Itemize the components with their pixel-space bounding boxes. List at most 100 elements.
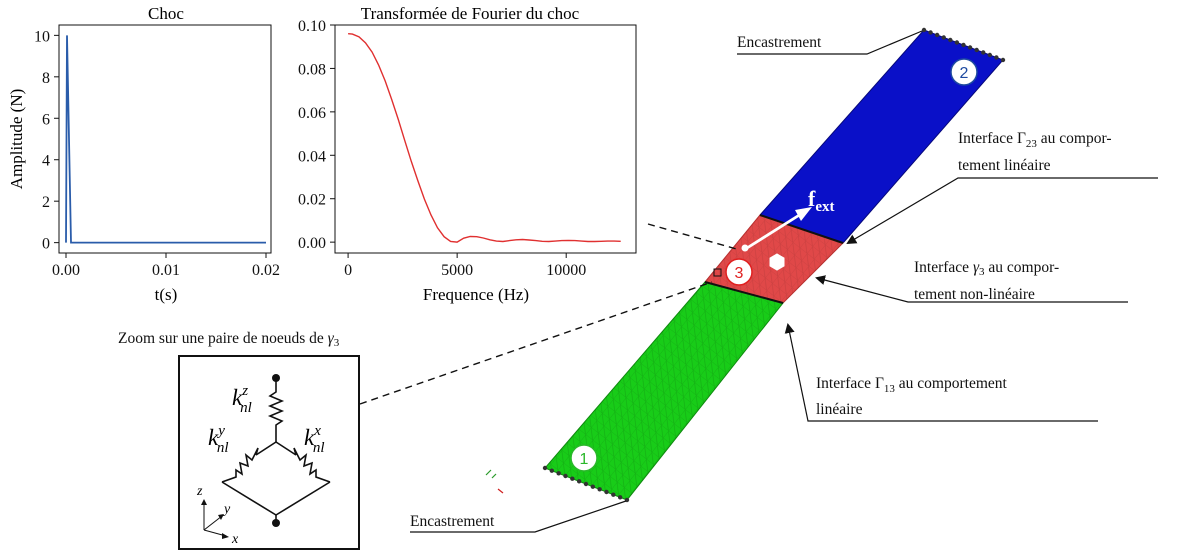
spring-z	[267, 378, 285, 442]
clamp-top-leader	[737, 30, 923, 55]
clamp-node	[941, 35, 946, 40]
c0-ytick-label: 0	[42, 236, 50, 253]
clamp-node	[611, 492, 616, 497]
shock-chart-ylabel: Amplitude (N)	[7, 89, 26, 190]
gamma13-label-line1: Interface Γ13 au comportement	[816, 375, 1008, 395]
clamp-node	[583, 481, 589, 487]
c1-ytick-label: 0.04	[298, 148, 326, 165]
c0-xtick-label: 0.02	[252, 262, 280, 279]
shock-chart-title: Choc	[148, 4, 184, 23]
substructure-3-badge: 3	[725, 258, 753, 286]
c0-ytick-label: 6	[42, 111, 50, 128]
fext-label: fext	[808, 186, 834, 215]
zoom-title: Zoom sur une paire de noeuds de γ3	[118, 330, 340, 349]
c0-ytick-label: 2	[42, 194, 50, 211]
fourier-chart-xlabel: Frequence (Hz)	[423, 285, 529, 304]
inset-bottom-node	[272, 519, 280, 527]
c1-ytick-label: 0.00	[298, 235, 326, 252]
inset-axis-x: x	[231, 532, 239, 547]
clamp-top-label: Encastrement	[737, 34, 822, 51]
substructure-2-label: 2	[960, 65, 969, 82]
zoom-inset-frame	[178, 355, 360, 550]
clamp-node	[928, 30, 933, 35]
clamp-node	[1000, 57, 1006, 63]
fext-application-point	[741, 244, 749, 252]
gamma23-label-line2: tement linéaire	[958, 157, 1051, 174]
shock-chart-frame	[58, 24, 272, 254]
inset-axis-triad: z y x	[196, 484, 239, 547]
fext-arrow-line	[746, 212, 802, 250]
clamp-top-nodes	[921, 27, 1006, 63]
c0-ytick-label: 4	[42, 153, 50, 170]
clamp-node	[563, 473, 568, 479]
fext-arrow-head	[795, 207, 812, 221]
clamp-node	[921, 27, 927, 33]
spring-y-label: ky nl	[208, 423, 229, 456]
c1-xtick-label: 10000	[546, 262, 586, 279]
spring-y	[221, 447, 259, 483]
fourier-chart: Transformée de Fourier du choc 0.00 0.02 0…	[298, 4, 637, 304]
lower-beam-mesh	[545, 282, 783, 500]
clamp-node	[617, 495, 623, 500]
fourier-chart-title: Transformée de Fourier du choc	[361, 4, 580, 23]
clamp-node	[604, 489, 609, 495]
clamp-node	[961, 42, 966, 48]
clamp-node	[994, 55, 999, 60]
clamp-node	[597, 487, 602, 492]
clamp-bottom-nodes	[542, 465, 630, 503]
c0-xtick-label: 0.00	[52, 262, 80, 279]
clamp-node	[987, 52, 993, 58]
clamp-node	[948, 37, 953, 43]
beam-structure: fext 2 3 1	[485, 27, 1006, 503]
c0-ytick-label: 10	[34, 28, 50, 45]
spring-x	[293, 447, 331, 483]
fft-to-beam-dashed-connector	[647, 223, 741, 251]
zoom-dashed-connector	[359, 281, 713, 405]
shock-series-line	[65, 35, 266, 244]
gamma3-label-line1: Interface γ3 au compor-	[914, 259, 1059, 278]
shock-chart: Choc 0 2 4 6 8 10 0.00 0.01 0.02 t(s) Amplitude…	[7, 4, 280, 304]
spring-y-connector-top	[255, 441, 277, 456]
c1-ytick-label: 0.06	[298, 105, 326, 122]
gamma13-leader	[784, 323, 1098, 422]
inset-diamond-right	[275, 481, 331, 516]
inset-diamond-left	[221, 481, 277, 516]
c1-ytick-label: 0.02	[298, 192, 326, 209]
clamp-node	[934, 32, 940, 38]
interface-gamma13-line	[704, 281, 784, 304]
clamp-node	[981, 50, 986, 55]
inset-axis-y: y	[222, 502, 231, 517]
interface-gamma23-line	[759, 214, 844, 244]
hexagon-marker	[769, 253, 785, 271]
fourier-chart-frame	[334, 24, 637, 254]
c1-ytick-label: 0.10	[298, 18, 326, 35]
clamp-node	[954, 40, 960, 45]
clamp-node	[967, 45, 973, 50]
clamp-node	[590, 484, 596, 489]
c0-ytick-label: 8	[42, 70, 50, 87]
spring-x-connector-top	[275, 441, 297, 456]
annotations: Encastrement Interface Γ23 au compor- te…	[118, 30, 1158, 533]
c1-xtick-label: 5000	[441, 262, 473, 279]
gamma3-label-line2: tement non-linéaire	[914, 286, 1035, 303]
spring-x-label: kx nl	[304, 423, 325, 456]
spring-z-label: kz nl	[232, 383, 252, 416]
c1-ytick-label: 0.08	[298, 61, 326, 78]
clamp-bottom-leader	[410, 500, 627, 533]
clamp-node	[542, 465, 548, 471]
substructure-1-badge: 1	[570, 444, 598, 472]
clamp-bottom-label: Encastrement	[410, 513, 495, 530]
gamma13-label-line2: linéaire	[816, 401, 863, 418]
gamma23-label-line1: Interface Γ23 au compor-	[958, 130, 1112, 150]
substructure-3-label: 3	[735, 265, 744, 282]
clamp-node	[974, 47, 979, 53]
clamp-node	[576, 479, 582, 484]
zoom-node-marker	[713, 268, 722, 277]
clamp-node	[570, 476, 575, 481]
clamp-node	[556, 471, 561, 476]
shock-chart-xlabel: t(s)	[155, 285, 178, 304]
gamma3-leader	[815, 275, 1128, 303]
c1-xtick-label: 0	[344, 262, 352, 279]
fourier-series-line	[348, 33, 621, 243]
